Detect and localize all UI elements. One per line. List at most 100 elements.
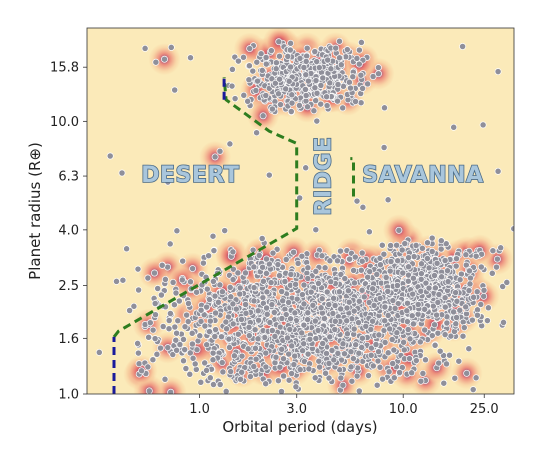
data-point	[226, 283, 234, 291]
data-point	[253, 129, 261, 137]
data-point	[367, 325, 375, 333]
data-point	[391, 304, 399, 312]
data-point	[406, 355, 413, 363]
data-point	[417, 287, 425, 295]
data-point	[316, 363, 324, 371]
data-point	[480, 292, 488, 300]
data-point	[435, 359, 443, 367]
data-point	[483, 317, 491, 325]
data-point	[165, 325, 173, 333]
x-tick-label: 25.0	[470, 402, 499, 417]
data-point	[229, 248, 237, 256]
data-point	[298, 329, 306, 337]
data-point	[331, 326, 339, 333]
data-point	[252, 87, 260, 94]
data-point	[197, 378, 205, 386]
data-point	[494, 68, 502, 76]
data-point	[106, 152, 114, 160]
data-point	[339, 104, 347, 112]
data-point	[480, 286, 488, 294]
data-point	[259, 299, 267, 307]
data-point	[315, 357, 323, 365]
data-point	[181, 346, 189, 354]
data-point	[250, 363, 258, 370]
data-point	[274, 377, 282, 385]
data-point	[303, 44, 311, 52]
data-point	[161, 55, 168, 63]
data-point	[306, 335, 314, 343]
data-point	[311, 317, 319, 325]
data-point	[209, 356, 217, 364]
data-point	[210, 381, 217, 388]
data-point	[166, 240, 174, 248]
data-point	[341, 275, 349, 283]
data-point	[384, 196, 392, 204]
data-point	[393, 329, 401, 337]
data-point	[206, 317, 214, 325]
data-point	[189, 265, 197, 273]
data-point	[403, 318, 411, 326]
data-point	[376, 261, 384, 269]
data-point	[334, 257, 341, 265]
data-point	[364, 80, 372, 88]
data-point	[318, 295, 326, 303]
data-point	[301, 86, 309, 93]
data-point	[181, 323, 189, 331]
data-point	[187, 278, 194, 286]
data-point	[304, 309, 312, 317]
data-point	[279, 297, 287, 305]
data-point	[209, 232, 217, 240]
data-point	[304, 275, 312, 282]
data-point	[278, 388, 285, 394]
data-point	[282, 311, 290, 319]
data-point	[192, 365, 200, 373]
data-point	[493, 255, 501, 263]
data-point	[188, 329, 196, 337]
data-point	[436, 347, 444, 355]
data-point	[472, 374, 480, 382]
data-point	[228, 65, 236, 73]
data-point	[285, 77, 293, 85]
data-point	[438, 273, 446, 281]
data-point	[201, 322, 209, 330]
data-point	[288, 99, 296, 107]
x-axis-label: Orbital period (days)	[222, 418, 377, 436]
data-point	[271, 359, 279, 367]
data-point	[311, 84, 319, 92]
data-point	[271, 79, 279, 87]
data-point	[369, 73, 377, 80]
data-point	[428, 248, 436, 255]
data-point	[254, 307, 262, 315]
data-point	[400, 346, 408, 354]
data-point	[134, 265, 142, 273]
data-point	[226, 140, 234, 148]
data-point	[443, 360, 450, 368]
data-point	[292, 383, 300, 391]
data-point	[149, 356, 157, 364]
data-point	[325, 374, 333, 382]
data-point	[469, 386, 477, 394]
data-point	[412, 241, 420, 249]
y-tick-label: 1.0	[58, 388, 79, 403]
data-point	[254, 77, 262, 85]
data-point	[385, 368, 393, 376]
data-point	[203, 341, 211, 349]
data-point	[424, 239, 431, 247]
data-point	[151, 335, 159, 343]
data-point	[185, 300, 192, 307]
data-point	[138, 367, 146, 375]
data-point	[409, 290, 417, 298]
data-point	[287, 39, 295, 47]
data-point	[135, 360, 143, 368]
data-point	[336, 54, 343, 62]
data-point	[347, 363, 355, 371]
data-point	[337, 247, 344, 255]
data-point	[462, 251, 470, 259]
data-point	[206, 296, 214, 303]
data-point	[237, 375, 245, 383]
data-point	[327, 278, 335, 286]
data-point	[460, 324, 468, 332]
data-point	[227, 293, 235, 301]
data-point	[380, 250, 388, 258]
data-point	[319, 74, 327, 82]
